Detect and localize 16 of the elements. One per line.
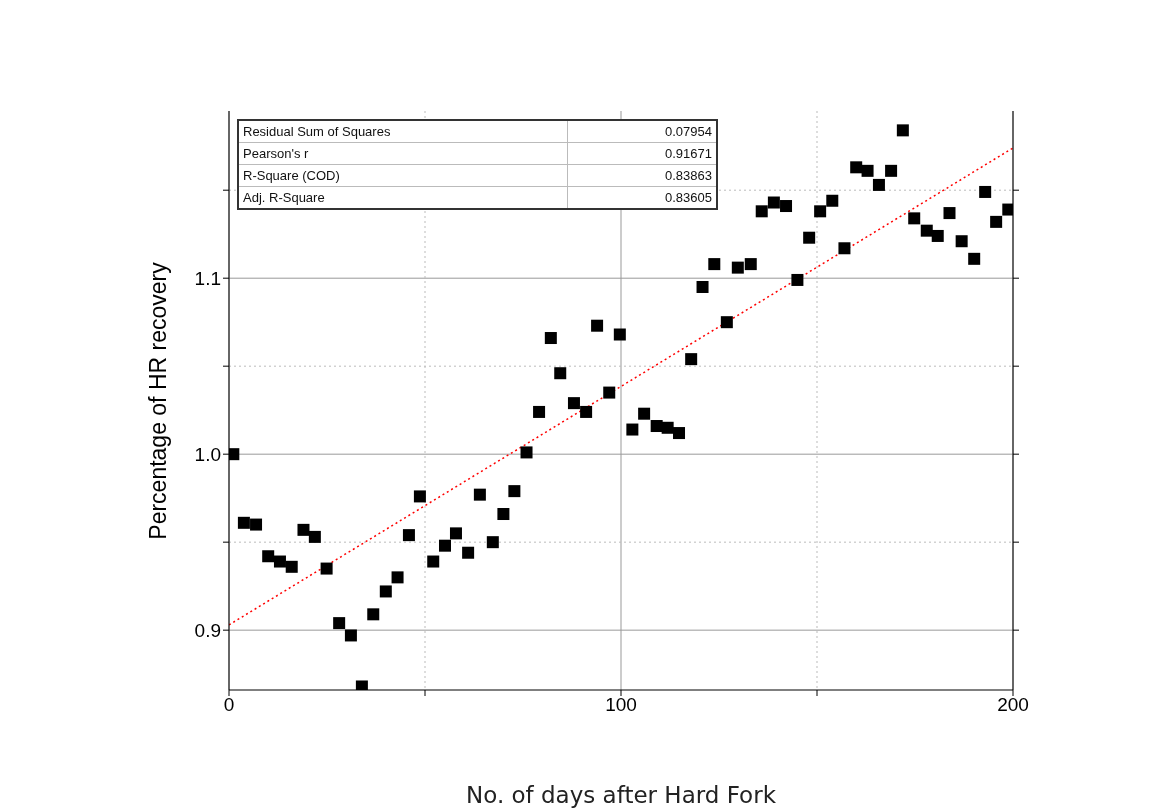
annotation: 0.07954 xyxy=(567,120,717,143)
x-axis-title: No. of days after Hard Fork xyxy=(466,782,776,808)
y-tick-label: 1.1 xyxy=(194,267,221,289)
y-tick-label: 0.9 xyxy=(194,619,221,641)
annotation: 0.91671 xyxy=(567,142,717,165)
y-axis-title: Percentage of HR recovery xyxy=(144,261,172,540)
annotation: 0.83605 xyxy=(567,186,717,209)
annotation: 0.83863 xyxy=(567,164,717,187)
annotation: Pearson's r xyxy=(238,142,568,165)
x-tick-label: 200 xyxy=(997,694,1029,716)
y-tick-label: 1.0 xyxy=(194,443,221,465)
x-tick-label: 0 xyxy=(223,694,235,716)
x-tick-label: 100 xyxy=(605,694,637,716)
annotation: R-Square (COD) xyxy=(238,164,568,187)
annotation: Adj. R-Square xyxy=(238,186,568,209)
annotation: Residual Sum of Squares xyxy=(238,120,568,143)
